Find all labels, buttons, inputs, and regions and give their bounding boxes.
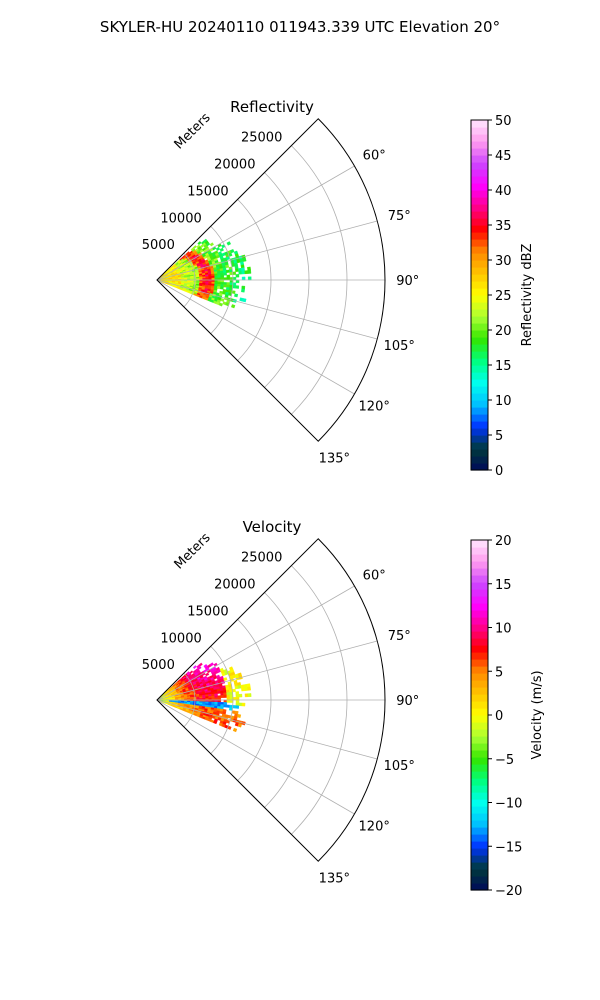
- colorbar-tick-0: 0: [495, 709, 503, 724]
- colorbar-tick-5: 5: [495, 429, 503, 444]
- angle-tick-105: 105°: [384, 339, 415, 354]
- colorbar-tick-40: 40: [495, 184, 512, 199]
- colorbar-tick-15: 15: [495, 359, 512, 374]
- angle-tick-75: 75°: [388, 629, 411, 644]
- range-tick-20000: 20000: [214, 578, 255, 593]
- colorbar-tick-45: 45: [495, 149, 512, 164]
- range-tick-15000: 15000: [187, 604, 228, 619]
- range-tick-10000: 10000: [160, 211, 201, 226]
- velocity-range-label: Meters: [172, 530, 214, 572]
- range-tick-20000: 20000: [214, 158, 255, 173]
- radial-60: [156, 585, 355, 701]
- colorbar-tick-35: 35: [495, 219, 512, 234]
- reflectivity-title: Reflectivity: [230, 98, 314, 116]
- colorbar-tick-10: 10: [495, 622, 512, 637]
- radial-105: [156, 699, 378, 760]
- colorbar-tick-15: −15: [495, 840, 522, 855]
- radial-120: [156, 279, 355, 395]
- colorbar-tick-20: 20: [495, 324, 512, 339]
- angle-tick-60: 60°: [363, 569, 386, 584]
- angle-tick-75: 75°: [388, 209, 411, 224]
- angle-tick-90: 90°: [396, 694, 419, 709]
- reflectivity-polar-plot: 60° 75° 90° 105° 120° 135° 5000 10000 15000 20000…: [142, 110, 420, 466]
- range-tick-25000: 25000: [241, 131, 282, 146]
- velocity-colorbar: −20 −15 −10 −5 0 5 10 15 20: [470, 534, 522, 899]
- range-tick-5000: 5000: [142, 658, 175, 673]
- reflectivity-colorbar-label: Reflectivity dBZ: [520, 244, 535, 347]
- velocity-sector-outline: [156, 538, 386, 862]
- angle-tick-105: 105°: [384, 759, 415, 774]
- colorbar-tick-10: −10: [495, 797, 522, 812]
- colorbar-tick-20: 20: [495, 534, 512, 549]
- colorbar-tick-15: 15: [495, 578, 512, 593]
- angle-tick-120: 120°: [359, 399, 390, 414]
- angle-tick-60: 60°: [363, 149, 386, 164]
- radial-60: [156, 165, 355, 281]
- colorbar-tick-5: −5: [495, 753, 514, 768]
- velocity-grid: [156, 565, 385, 862]
- radial-120: [156, 699, 355, 815]
- range-tick-15000: 15000: [187, 184, 228, 199]
- reflectivity-sector-outline: [156, 118, 386, 442]
- velocity-echo-field: [156, 662, 252, 733]
- range-tick-10000: 10000: [160, 631, 201, 646]
- colorbar-tick-20: −20: [495, 884, 522, 899]
- radial-75: [156, 640, 378, 701]
- reflectivity-panel: Reflectivity 60° 75° 90° 105° 120° 135° 5000 10…: [142, 98, 535, 479]
- reflectivity-echo-field: [156, 238, 252, 309]
- colorbar-tick-50: 50: [495, 114, 512, 129]
- colorbar-tick-25: 25: [495, 289, 512, 304]
- figure-title: SKYLER-HU 20240110 011943.339 UTC Elevat…: [100, 18, 500, 36]
- colorbar-tick-10: 10: [495, 394, 512, 409]
- reflectivity-colorbar: 0 5 10 15 20 25 30 35 40 45 50: [470, 114, 512, 479]
- velocity-colorbar-label: Velocity (m/s): [530, 670, 545, 759]
- colorbar-tick-5: 5: [495, 665, 503, 680]
- angle-tick-90: 90°: [396, 274, 419, 289]
- colorbar-tick-30: 30: [495, 254, 512, 269]
- angle-tick-135: 135°: [319, 871, 350, 886]
- velocity-polar-plot: 60° 75° 90° 105° 120° 135° 5000 10000 15000 20000…: [142, 530, 420, 886]
- reflectivity-range-label: Meters: [172, 110, 214, 152]
- radial-75: [156, 220, 378, 281]
- range-tick-25000: 25000: [241, 551, 282, 566]
- velocity-title: Velocity: [243, 518, 302, 536]
- velocity-panel: Velocity 60° 75° 90° 105° 120° 135° 5000 10000 1…: [142, 518, 545, 899]
- angle-tick-120: 120°: [359, 819, 390, 834]
- angle-tick-135: 135°: [319, 451, 350, 466]
- radial-105: [156, 279, 378, 340]
- colorbar-tick-0: 0: [495, 464, 503, 479]
- range-tick-5000: 5000: [142, 238, 175, 253]
